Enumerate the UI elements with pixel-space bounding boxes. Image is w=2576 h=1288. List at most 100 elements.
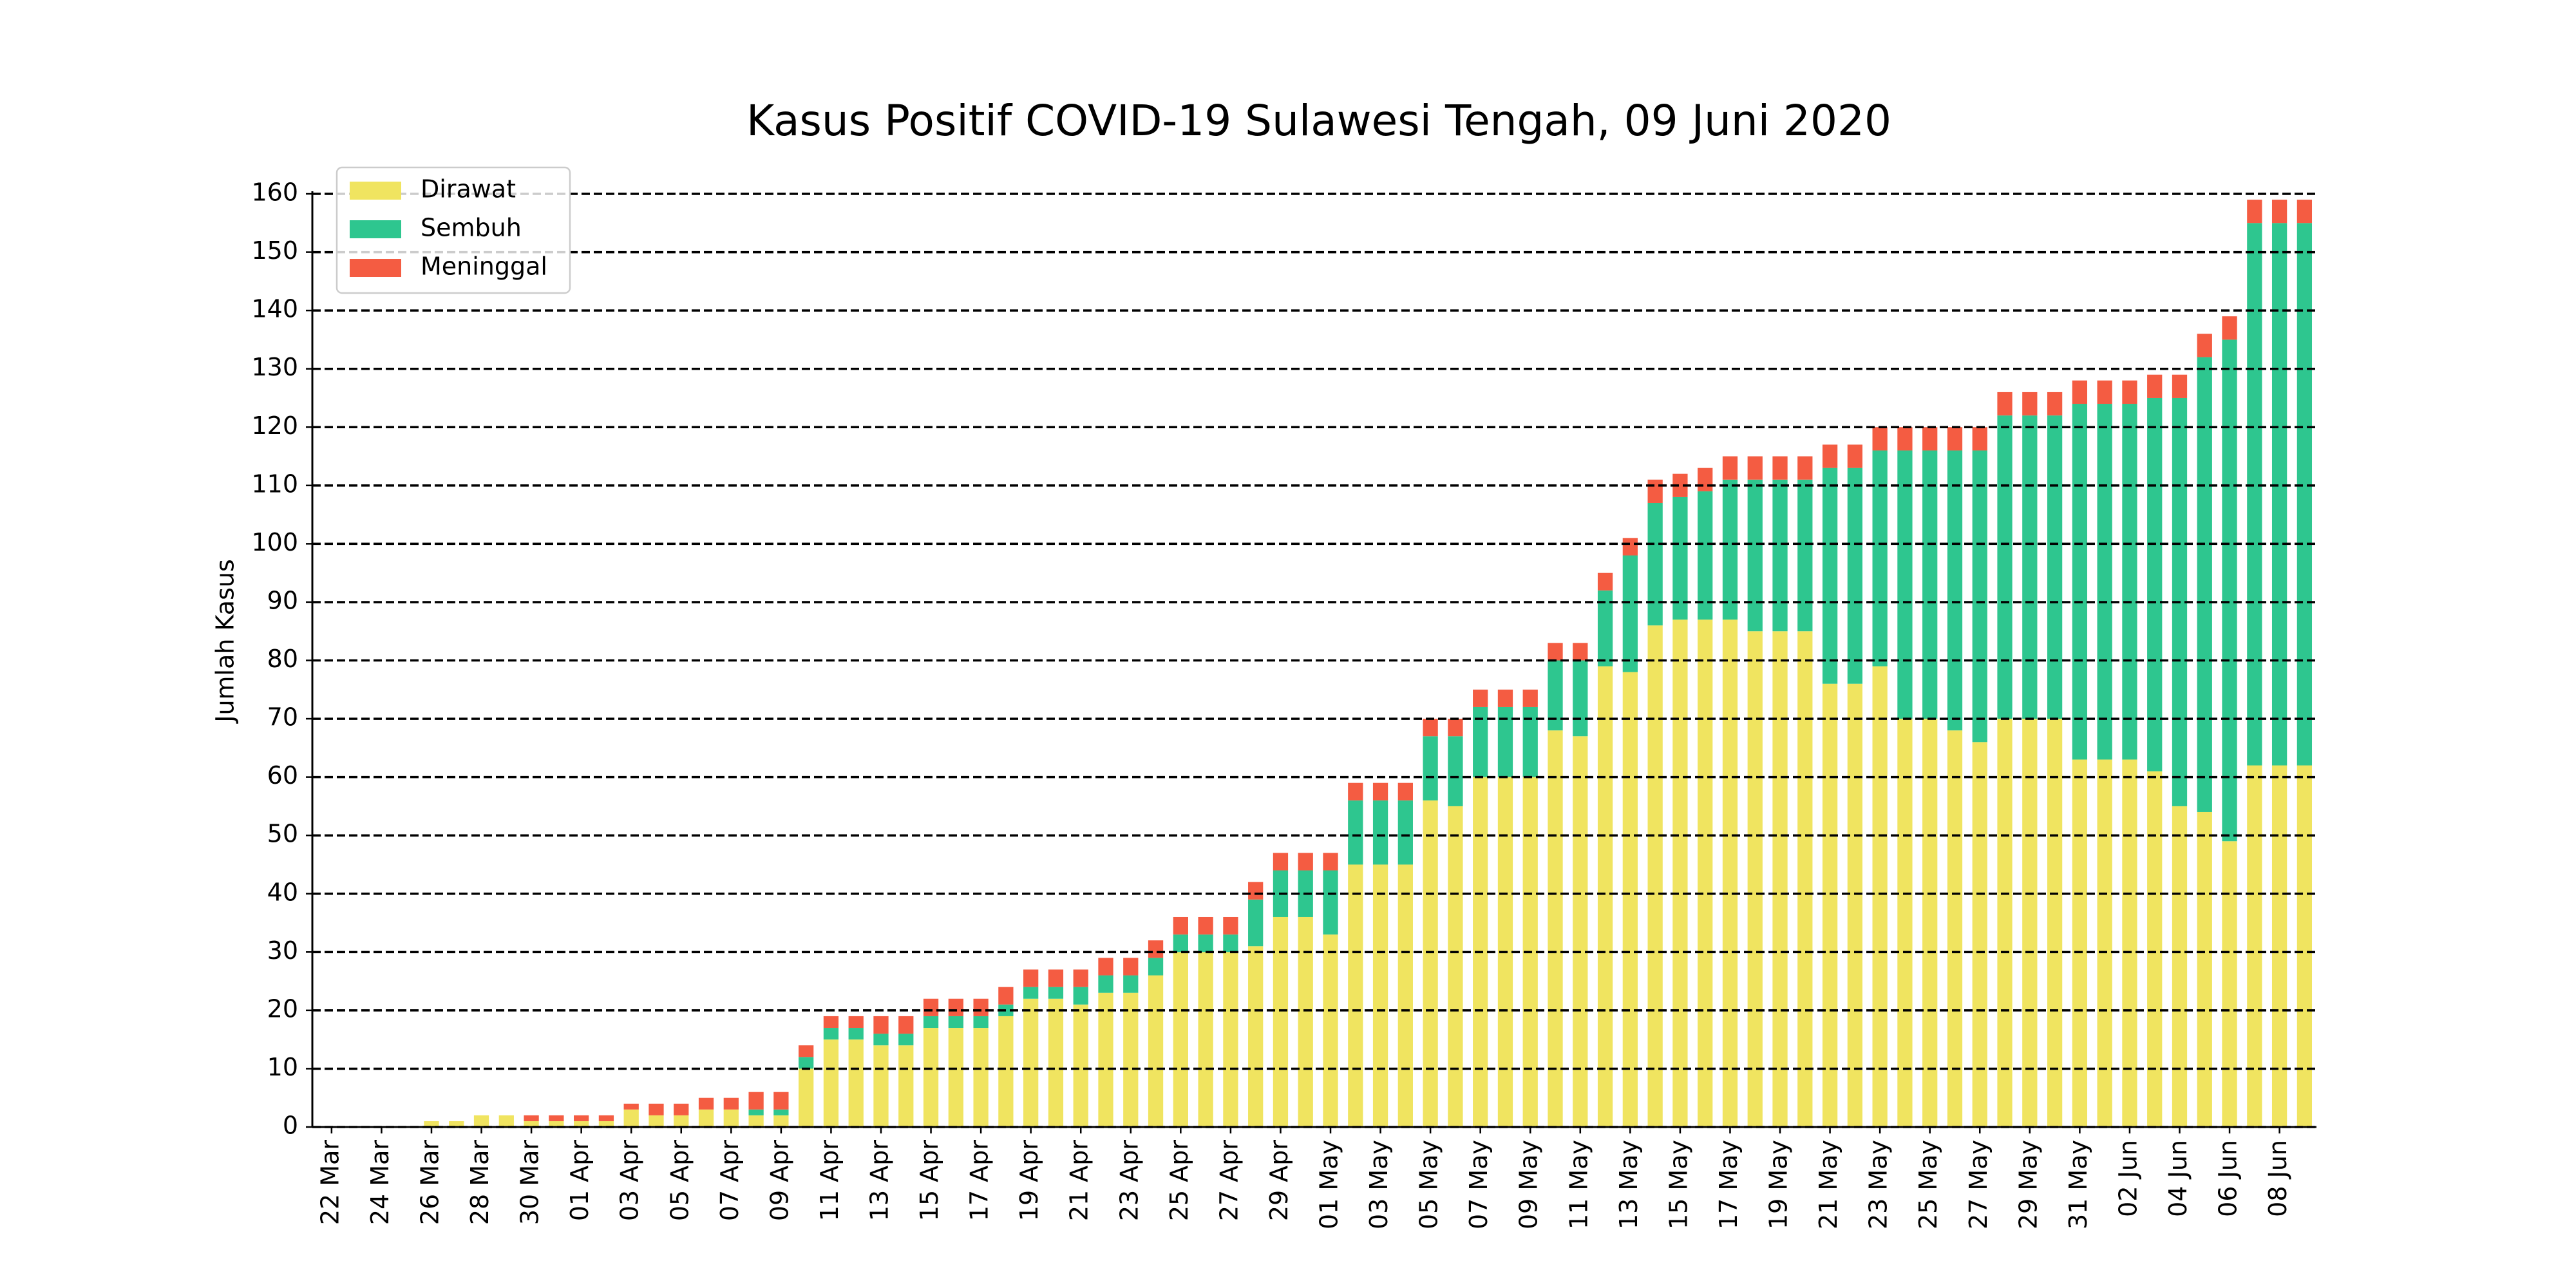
bar-segment (973, 998, 989, 1016)
bar-segment (1647, 625, 1663, 1127)
bar-segment (1747, 631, 1763, 1127)
bar-segment (2097, 759, 2112, 1127)
y-tick-label: 80 (267, 645, 298, 673)
bar-segment (2271, 765, 2287, 1127)
bar-segment (1273, 853, 1289, 871)
bar-segment (1198, 934, 1213, 952)
bar-segment (1772, 631, 1788, 1127)
bar-segment (1323, 934, 1338, 1127)
bar-segment (2197, 811, 2212, 1127)
bar-segment (2172, 806, 2188, 1127)
bar-segment (723, 1109, 739, 1127)
bar-segment (2022, 719, 2038, 1127)
bar-segment (1248, 946, 1264, 1127)
x-tick-label: 04 Jun (2164, 1140, 2192, 1217)
bar-segment (1548, 643, 1563, 661)
bar-segment (698, 1109, 714, 1127)
bar-segment (1123, 975, 1139, 993)
bar-segment (973, 1028, 989, 1127)
x-tick-label: 21 Apr (1065, 1140, 1094, 1222)
bar-segment (2197, 334, 2212, 357)
bar-segment (623, 1109, 639, 1127)
x-tick-label: 27 May (1964, 1140, 1993, 1229)
bar-segment (1273, 916, 1289, 1127)
bar-segment (1522, 706, 1538, 777)
bar-segment (1847, 444, 1863, 468)
bar-segment (1298, 853, 1313, 871)
y-tick-label: 140 (251, 295, 298, 323)
bar-segment (2271, 223, 2287, 766)
bar-segment (1348, 800, 1363, 865)
bar-segment (1448, 736, 1463, 806)
bar-segment (1223, 916, 1238, 935)
bar-segment (948, 998, 963, 1016)
bar-segment (2297, 223, 2313, 766)
bar-segment (1023, 998, 1039, 1127)
bar-segment (1348, 782, 1363, 800)
bar-segment (1972, 450, 1987, 743)
bar-segment (1372, 864, 1388, 1127)
y-tick-label: 40 (267, 878, 298, 906)
legend-label: Sembuh (421, 214, 522, 242)
bar-segment (1947, 450, 1963, 731)
bar-segment (748, 1109, 764, 1115)
bar-segment (1997, 719, 2012, 1127)
bar-segment (1073, 987, 1088, 1005)
bar-segment (1372, 800, 1388, 865)
bar-segment (2172, 374, 2188, 398)
bar-segment (1298, 916, 1313, 1127)
bar-segment (1473, 689, 1488, 707)
x-tick-label: 17 Apr (965, 1140, 994, 1222)
bar-segment (848, 1016, 864, 1028)
bar-segment (1548, 730, 1563, 1127)
x-tick-label: 15 Apr (915, 1140, 943, 1222)
bar-segment (1872, 427, 1888, 451)
bar-segment (1023, 987, 1039, 999)
bar-segment (998, 1016, 1014, 1127)
bar-segment (1772, 456, 1788, 480)
bar-segment (1397, 782, 1413, 800)
bar-segment (1847, 683, 1863, 1127)
bar-segment (1747, 479, 1763, 632)
bar-segment (1173, 916, 1188, 935)
x-tick-label: 19 Apr (1015, 1140, 1043, 1222)
x-tick-label: 29 May (2014, 1140, 2042, 1229)
bar-segment (1622, 555, 1638, 672)
bar-segment (574, 1115, 589, 1121)
bar-segment (1997, 415, 2012, 719)
bar-segment (1448, 806, 1463, 1127)
bar-segment (1672, 473, 1688, 497)
bar-segment (773, 1115, 789, 1127)
x-tick-label: 31 May (2064, 1140, 2092, 1229)
bar-segment (1348, 864, 1363, 1127)
grid (312, 193, 2316, 1128)
x-tick-label: 03 May (1365, 1140, 1393, 1229)
bar-segment (2222, 316, 2237, 340)
x-tick-label: 17 May (1714, 1140, 1743, 1229)
bar-segment (2072, 759, 2088, 1127)
bar-segment (1872, 666, 1888, 1127)
bar-segment (1972, 427, 1987, 451)
bar-segment (2297, 765, 2313, 1127)
bar-segment (1448, 719, 1463, 737)
bar-segment (1148, 958, 1164, 976)
bar-segment (1797, 456, 1813, 480)
bar-segment (1098, 975, 1113, 993)
bar-segment (2122, 380, 2137, 404)
bar-segment (748, 1092, 764, 1110)
bar-segment (1372, 782, 1388, 800)
x-tick-label: 28 Mar (466, 1140, 494, 1226)
bar-segment (2247, 223, 2262, 766)
y-tick-label: 90 (267, 586, 298, 614)
x-tick-label: 29 Apr (1265, 1140, 1293, 1222)
bar-segment (1997, 392, 2012, 416)
bar-segment (1847, 468, 1863, 684)
x-tick-label: 08 Jun (2264, 1140, 2292, 1217)
y-tick-label: 100 (251, 528, 298, 556)
x-tick-label: 13 Apr (865, 1140, 893, 1222)
bar-segment (549, 1115, 564, 1121)
bar-segment (2222, 339, 2237, 842)
bar-segment (1223, 952, 1238, 1127)
bar-segment (1423, 800, 1438, 1127)
y-tick-label: 30 (267, 936, 298, 965)
